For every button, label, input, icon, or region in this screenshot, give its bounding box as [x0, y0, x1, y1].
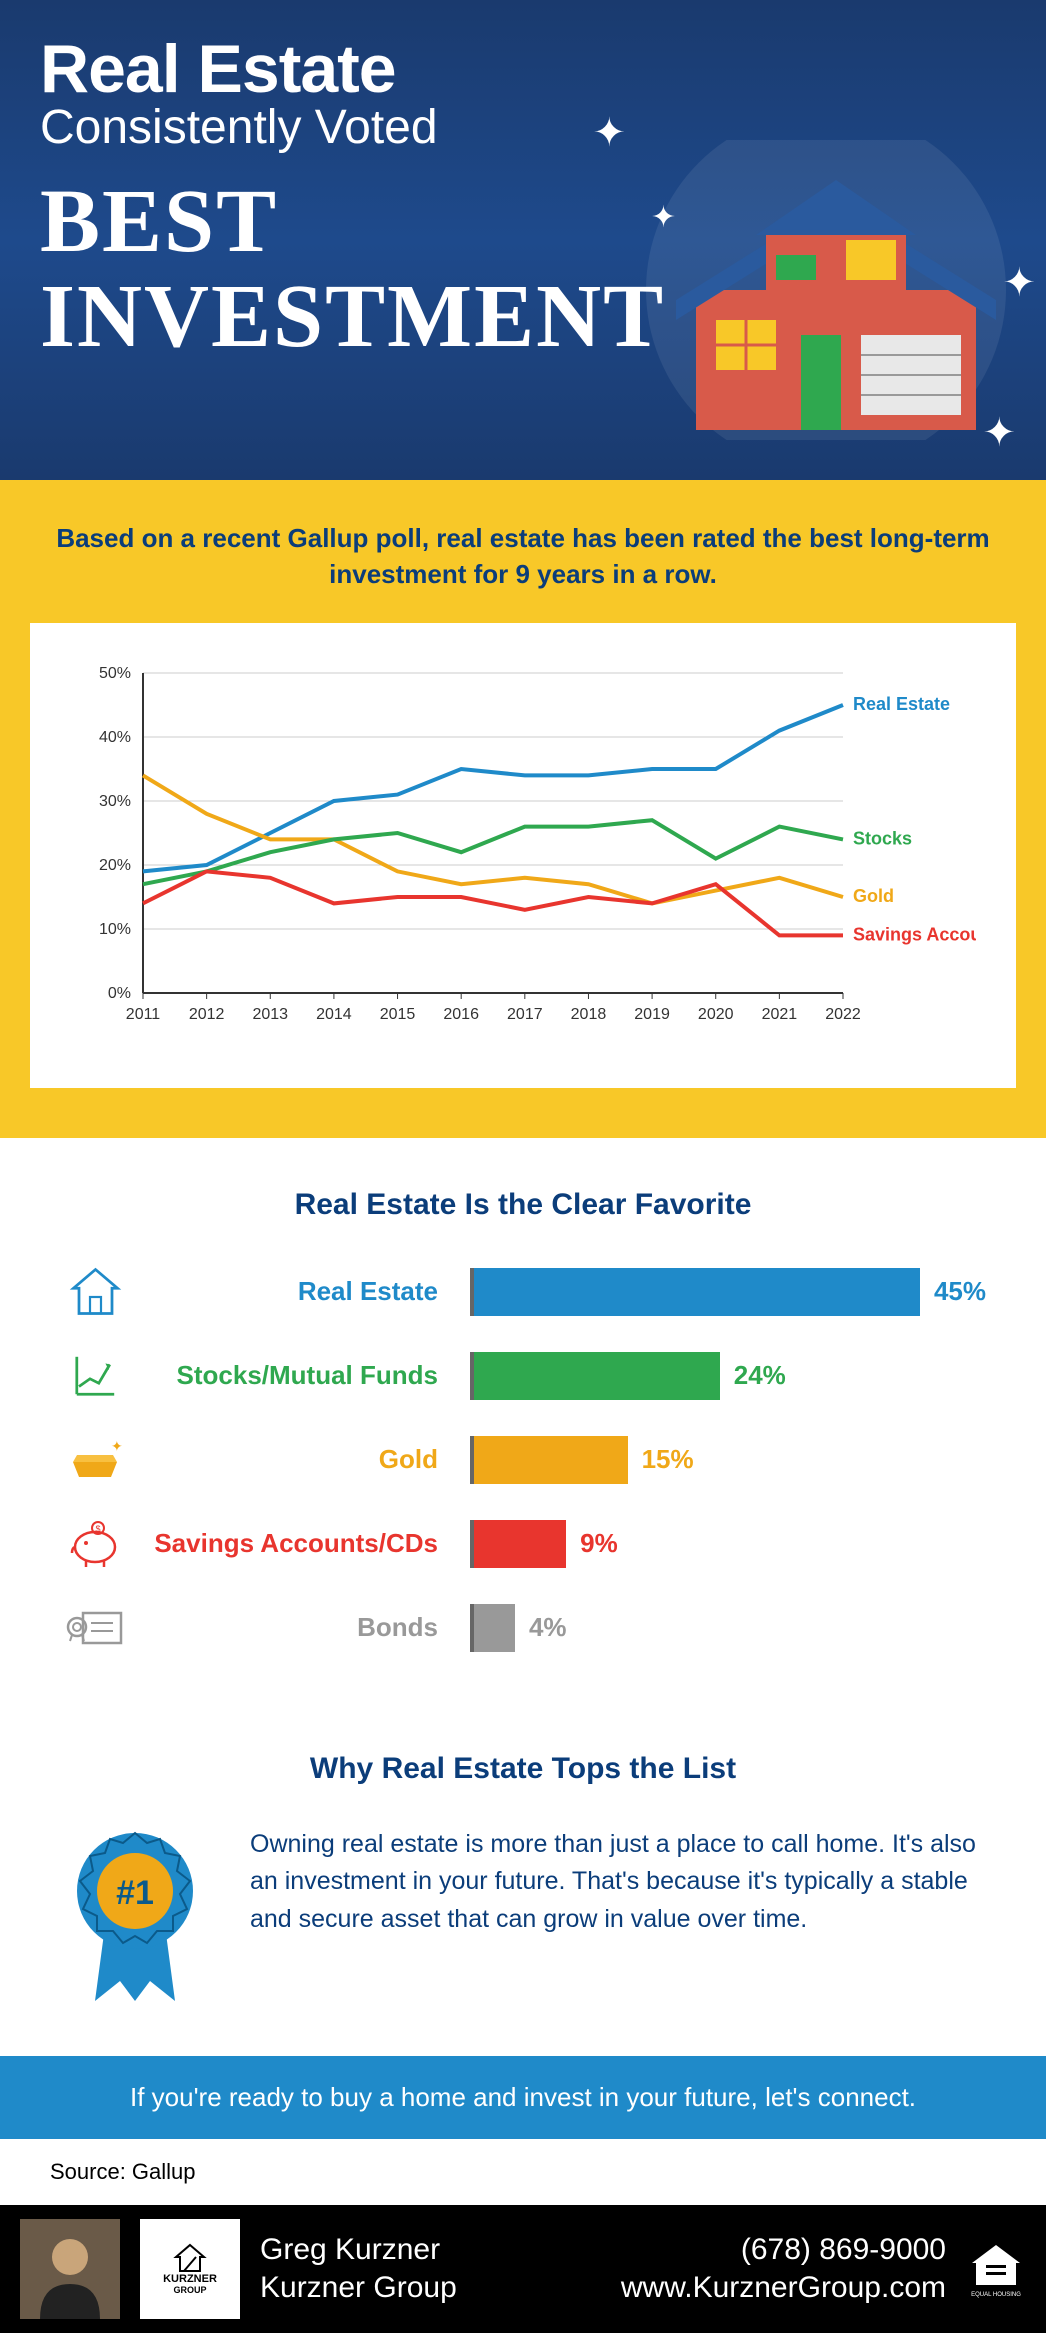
svg-text:2020: 2020	[698, 1006, 734, 1023]
bar-track: 4%	[470, 1604, 986, 1652]
chart-icon	[60, 1346, 130, 1406]
bar-label: Gold	[150, 1444, 450, 1475]
bar-label: Bonds	[150, 1612, 450, 1643]
bar-track: 15%	[470, 1436, 986, 1484]
bar-fill	[474, 1520, 566, 1568]
svg-text:10%: 10%	[99, 921, 131, 938]
number-one-ribbon-icon: #1	[60, 1826, 210, 2006]
footer: KURZNER GROUP Greg Kurzner (678) 869-900…	[0, 2205, 1046, 2333]
bond-icon	[60, 1598, 130, 1658]
equal-housing-icon: EQUAL HOUSING	[966, 2239, 1026, 2299]
svg-text:#1: #1	[116, 1874, 154, 1912]
svg-text:✦: ✦	[111, 1438, 123, 1454]
svg-text:20%: 20%	[99, 857, 131, 874]
bar-track: 45%	[470, 1268, 986, 1316]
company-url[interactable]: www.KurznerGroup.com	[621, 2271, 946, 2305]
agent-name: Greg Kurzner	[260, 2233, 440, 2267]
svg-text:40%: 40%	[99, 729, 131, 746]
gold-icon: ✦	[60, 1430, 130, 1490]
bar-row: Bonds 4%	[60, 1598, 986, 1658]
svg-text:0%: 0%	[108, 985, 131, 1002]
bar-row: Stocks/Mutual Funds 24%	[60, 1346, 986, 1406]
bar-label: Savings Accounts/CDs	[150, 1528, 450, 1559]
line-chart-section: Based on a recent Gallup poll, real esta…	[0, 480, 1046, 1138]
agent-phone[interactable]: (678) 869-9000	[741, 2233, 946, 2267]
svg-text:2016: 2016	[443, 1006, 479, 1023]
svg-text:Real Estate: Real Estate	[853, 694, 950, 714]
bar-percent: 15%	[642, 1444, 694, 1475]
bar-percent: 24%	[734, 1360, 786, 1391]
svg-text:2021: 2021	[762, 1006, 798, 1023]
svg-text:Gold: Gold	[853, 886, 894, 906]
house-icon	[60, 1262, 130, 1322]
bar-chart-section: Real Estate Is the Clear Favorite Real E…	[0, 1138, 1046, 1732]
svg-text:EQUAL HOUSING: EQUAL HOUSING	[971, 2292, 1021, 2298]
svg-text:2015: 2015	[380, 1006, 416, 1023]
cta-bar: If you're ready to buy a home and invest…	[0, 2056, 1046, 2139]
line-chart: 0% 10% 20% 30% 40% 50% 2011 2012 2013 2014 2015 201…	[70, 653, 976, 1043]
svg-text:2022: 2022	[825, 1006, 861, 1023]
why-section: Why Real Estate Tops the List #1 Owning …	[0, 1732, 1046, 2056]
svg-text:2018: 2018	[571, 1006, 607, 1023]
bar-row: $ Savings Accounts/CDs 9%	[60, 1514, 986, 1574]
bar-chart-heading: Real Estate Is the Clear Favorite	[60, 1188, 986, 1222]
bar-row: ✦ Gold 15%	[60, 1430, 986, 1490]
why-body-text: Owning real estate is more than just a p…	[250, 1826, 986, 1939]
source-text: Source: Gallup	[0, 2139, 1046, 2205]
hero-line1: Real Estate	[40, 30, 1006, 108]
svg-text:2017: 2017	[507, 1006, 543, 1023]
agent-photo	[20, 2219, 120, 2319]
why-heading: Why Real Estate Tops the List	[60, 1752, 986, 1786]
line-chart-caption: Based on a recent Gallup poll, real esta…	[30, 520, 1016, 593]
house-illustration	[636, 140, 1016, 440]
bar-fill	[474, 1352, 720, 1400]
line-chart-container: 0% 10% 20% 30% 40% 50% 2011 2012 2013 2014 2015 201…	[30, 623, 1016, 1088]
svg-text:$: $	[95, 1524, 100, 1534]
svg-text:2014: 2014	[316, 1006, 352, 1023]
bar-fill	[474, 1268, 920, 1316]
sparkle-icon: ✦	[592, 110, 626, 156]
company-logo: KURZNER GROUP	[140, 2219, 240, 2319]
hero-banner: Real Estate Consistently Voted BESTINVES…	[0, 0, 1046, 480]
svg-text:2012: 2012	[189, 1006, 225, 1023]
bar-fill	[474, 1436, 628, 1484]
svg-text:30%: 30%	[99, 793, 131, 810]
bar-label: Real Estate	[150, 1276, 450, 1307]
bar-label: Stocks/Mutual Funds	[150, 1360, 450, 1391]
svg-text:2011: 2011	[126, 1006, 161, 1023]
svg-text:2019: 2019	[634, 1006, 670, 1023]
bar-fill	[474, 1604, 515, 1652]
svg-text:Savings Accounts: Savings Accounts	[853, 924, 976, 944]
svg-text:Stocks: Stocks	[853, 828, 912, 848]
company-name: Kurzner Group	[260, 2271, 457, 2305]
svg-text:50%: 50%	[99, 665, 131, 682]
bar-row: Real Estate 45%	[60, 1262, 986, 1322]
bar-track: 9%	[470, 1520, 986, 1568]
svg-text:2013: 2013	[252, 1006, 288, 1023]
bar-percent: 4%	[529, 1612, 567, 1643]
piggy-icon: $	[60, 1514, 130, 1574]
bar-track: 24%	[470, 1352, 986, 1400]
bar-percent: 9%	[580, 1528, 618, 1559]
bar-percent: 45%	[934, 1276, 986, 1307]
